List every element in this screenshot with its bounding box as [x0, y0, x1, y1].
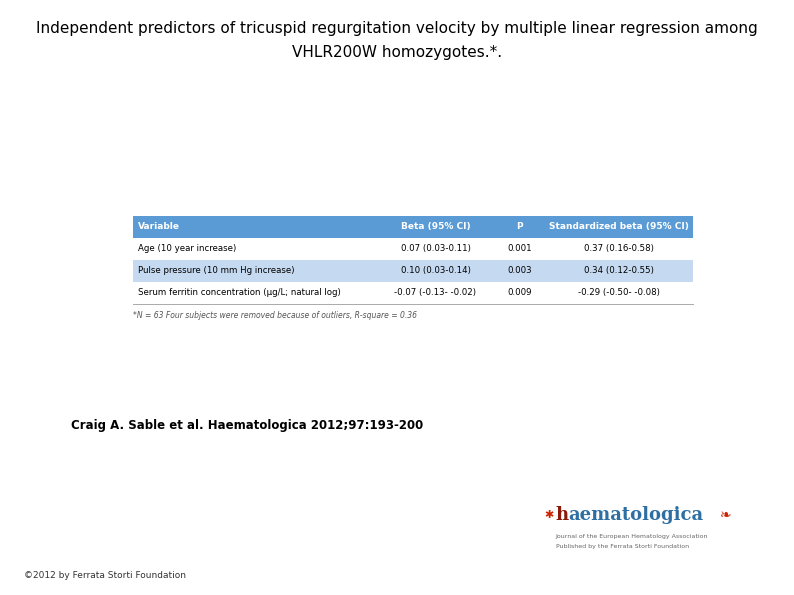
Text: 0.001: 0.001 [507, 244, 532, 253]
Text: Standardized beta (95% CI): Standardized beta (95% CI) [549, 222, 689, 231]
Text: h: h [556, 506, 569, 524]
Text: 0.009: 0.009 [507, 288, 532, 297]
Text: -0.29 (-0.50- -0.08): -0.29 (-0.50- -0.08) [578, 288, 660, 297]
Text: Variable: Variable [138, 222, 180, 231]
FancyBboxPatch shape [376, 216, 495, 238]
Text: Pulse pressure (10 mm Hg increase): Pulse pressure (10 mm Hg increase) [138, 266, 295, 275]
FancyBboxPatch shape [545, 259, 693, 281]
FancyBboxPatch shape [495, 281, 545, 303]
Text: aematologica: aematologica [569, 506, 703, 524]
Text: Age (10 year increase): Age (10 year increase) [138, 244, 237, 253]
Text: ✱: ✱ [544, 510, 553, 519]
Text: Journal of the European Hematology Association: Journal of the European Hematology Assoc… [556, 534, 708, 539]
FancyBboxPatch shape [376, 259, 495, 281]
Text: ❧: ❧ [720, 508, 732, 522]
Text: 0.37 (0.16-0.58): 0.37 (0.16-0.58) [584, 244, 653, 253]
FancyBboxPatch shape [545, 216, 693, 238]
FancyBboxPatch shape [495, 238, 545, 259]
FancyBboxPatch shape [545, 238, 693, 259]
Text: 0.003: 0.003 [507, 266, 532, 275]
Text: 0.10 (0.03-0.14): 0.10 (0.03-0.14) [400, 266, 470, 275]
Text: ©2012 by Ferrata Storti Foundation: ©2012 by Ferrata Storti Foundation [24, 571, 186, 581]
Text: 0.07 (0.03-0.11): 0.07 (0.03-0.11) [400, 244, 470, 253]
Text: VHLR200W homozygotes.*.: VHLR200W homozygotes.*. [292, 45, 502, 60]
FancyBboxPatch shape [133, 259, 376, 281]
Text: Independent predictors of tricuspid regurgitation velocity by multiple linear re: Independent predictors of tricuspid regu… [36, 21, 758, 36]
FancyBboxPatch shape [545, 281, 693, 303]
Text: -0.07 (-0.13- -0.02): -0.07 (-0.13- -0.02) [395, 288, 476, 297]
Text: Beta (95% CI): Beta (95% CI) [401, 222, 470, 231]
Text: *N = 63 Four subjects were removed because of outliers, R-square = 0.36: *N = 63 Four subjects were removed becau… [133, 311, 417, 320]
FancyBboxPatch shape [376, 281, 495, 303]
FancyBboxPatch shape [495, 259, 545, 281]
Text: 0.34 (0.12-0.55): 0.34 (0.12-0.55) [584, 266, 653, 275]
FancyBboxPatch shape [133, 216, 376, 238]
Text: Published by the Ferrata Storti Foundation: Published by the Ferrata Storti Foundati… [556, 544, 689, 549]
Text: P: P [516, 222, 522, 231]
FancyBboxPatch shape [495, 216, 545, 238]
Text: Craig A. Sable et al. Haematologica 2012;97:193-200: Craig A. Sable et al. Haematologica 2012… [71, 419, 424, 432]
Text: Serum ferritin concentration (μg/L; natural log): Serum ferritin concentration (μg/L; natu… [138, 288, 341, 297]
FancyBboxPatch shape [133, 281, 376, 303]
FancyBboxPatch shape [133, 238, 376, 259]
FancyBboxPatch shape [376, 238, 495, 259]
